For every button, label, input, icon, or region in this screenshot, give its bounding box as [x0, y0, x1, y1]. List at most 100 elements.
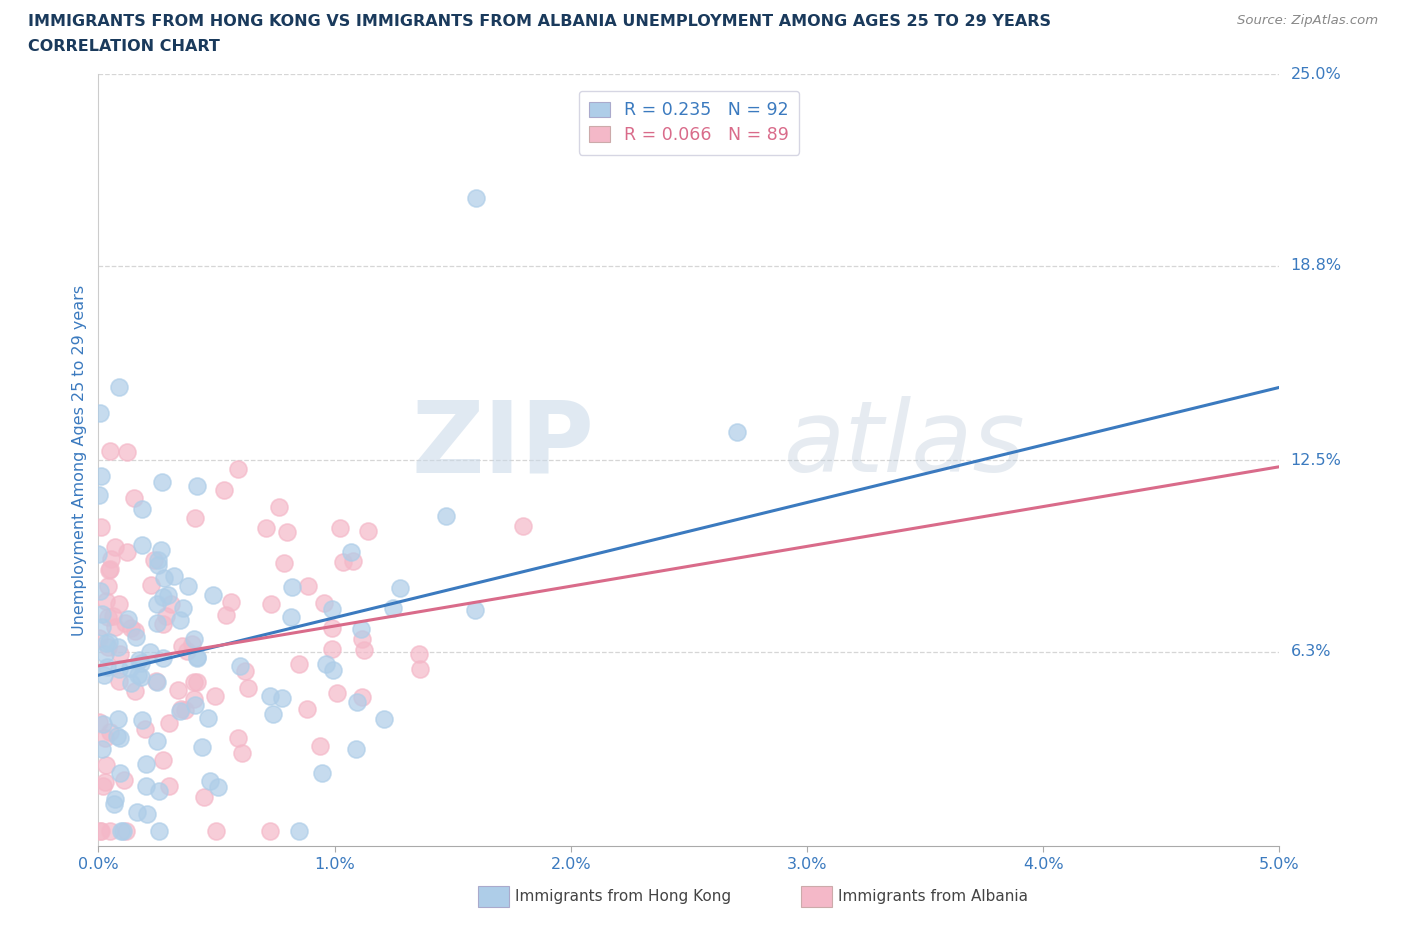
Point	[181, 636, 204, 651]
Point	[152, 650, 174, 665]
Point	[163, 568, 186, 583]
Point	[172, 601, 194, 616]
Point	[91, 778, 114, 793]
Point	[96, 635, 118, 650]
Point	[156, 587, 179, 602]
Point	[152, 617, 174, 631]
Point	[120, 675, 142, 690]
Point	[148, 784, 170, 799]
Point	[204, 688, 226, 703]
Point	[311, 765, 333, 780]
Point	[143, 552, 166, 567]
Point	[169, 613, 191, 628]
Point	[212, 483, 235, 498]
Point	[157, 716, 180, 731]
Point	[128, 652, 150, 667]
Point	[91, 606, 114, 621]
Point	[219, 594, 242, 609]
Point	[260, 597, 283, 612]
Point	[349, 622, 371, 637]
Text: CORRELATION CHART: CORRELATION CHART	[28, 39, 219, 54]
Point	[145, 674, 167, 689]
Point	[91, 741, 114, 756]
Point	[273, 555, 295, 570]
Point	[139, 644, 162, 659]
Point	[321, 602, 343, 617]
Point	[357, 524, 380, 538]
Point	[90, 519, 112, 534]
Point	[170, 701, 193, 716]
Point	[115, 445, 138, 459]
Text: Source: ZipAtlas.com: Source: ZipAtlas.com	[1237, 14, 1378, 27]
Point	[725, 425, 748, 440]
Text: 25.0%: 25.0%	[1291, 67, 1341, 82]
Point	[312, 596, 335, 611]
Point	[90, 620, 112, 635]
Point	[512, 518, 534, 533]
Point	[98, 823, 121, 838]
Point	[226, 730, 249, 745]
Point	[110, 647, 132, 662]
Point	[186, 479, 208, 494]
Point	[124, 624, 146, 639]
Point	[124, 684, 146, 698]
Point	[329, 521, 352, 536]
Point	[96, 659, 118, 674]
Point	[104, 791, 127, 806]
Point	[184, 698, 207, 712]
Legend: R = 0.235   N = 92, R = 0.066   N = 89: R = 0.235 N = 92, R = 0.066 N = 89	[579, 91, 799, 154]
Point	[108, 380, 131, 395]
Point	[124, 490, 146, 505]
Point	[464, 603, 486, 618]
Point	[110, 823, 132, 838]
Point	[100, 552, 122, 567]
Point	[193, 790, 215, 804]
Point	[145, 674, 167, 689]
Point	[352, 689, 374, 704]
Point	[136, 806, 159, 821]
Point	[183, 692, 205, 707]
Text: 18.8%: 18.8%	[1291, 259, 1341, 273]
Point	[155, 609, 177, 624]
Point	[145, 596, 167, 611]
Point	[191, 739, 214, 754]
Point	[94, 757, 117, 772]
Point	[173, 702, 195, 717]
Point	[98, 724, 121, 739]
Point	[254, 520, 277, 535]
Point	[105, 728, 128, 743]
Point	[97, 578, 120, 593]
Point	[308, 738, 330, 753]
Point	[198, 774, 221, 789]
Point	[288, 657, 311, 671]
Point	[177, 578, 200, 593]
Point	[87, 547, 110, 562]
Point	[280, 610, 302, 625]
Text: Immigrants from Albania: Immigrants from Albania	[838, 889, 1028, 904]
Point	[125, 804, 148, 819]
Point	[90, 823, 112, 838]
Point	[235, 664, 257, 679]
Point	[183, 631, 205, 646]
Point	[152, 753, 174, 768]
Point	[321, 642, 343, 657]
Point	[352, 631, 374, 646]
Point	[176, 644, 198, 658]
Point	[276, 525, 298, 540]
Point	[129, 670, 152, 684]
Point	[167, 683, 190, 698]
Point	[159, 596, 181, 611]
Point	[146, 616, 169, 631]
Point	[205, 823, 228, 838]
Point	[231, 746, 253, 761]
Point	[342, 553, 364, 568]
Point	[131, 712, 153, 727]
Point	[131, 538, 153, 552]
Point	[127, 668, 149, 683]
Point	[91, 717, 114, 732]
Text: ZIP: ZIP	[412, 396, 595, 494]
Point	[108, 766, 131, 781]
Point	[207, 779, 229, 794]
Point	[117, 611, 139, 626]
Point	[346, 695, 368, 710]
